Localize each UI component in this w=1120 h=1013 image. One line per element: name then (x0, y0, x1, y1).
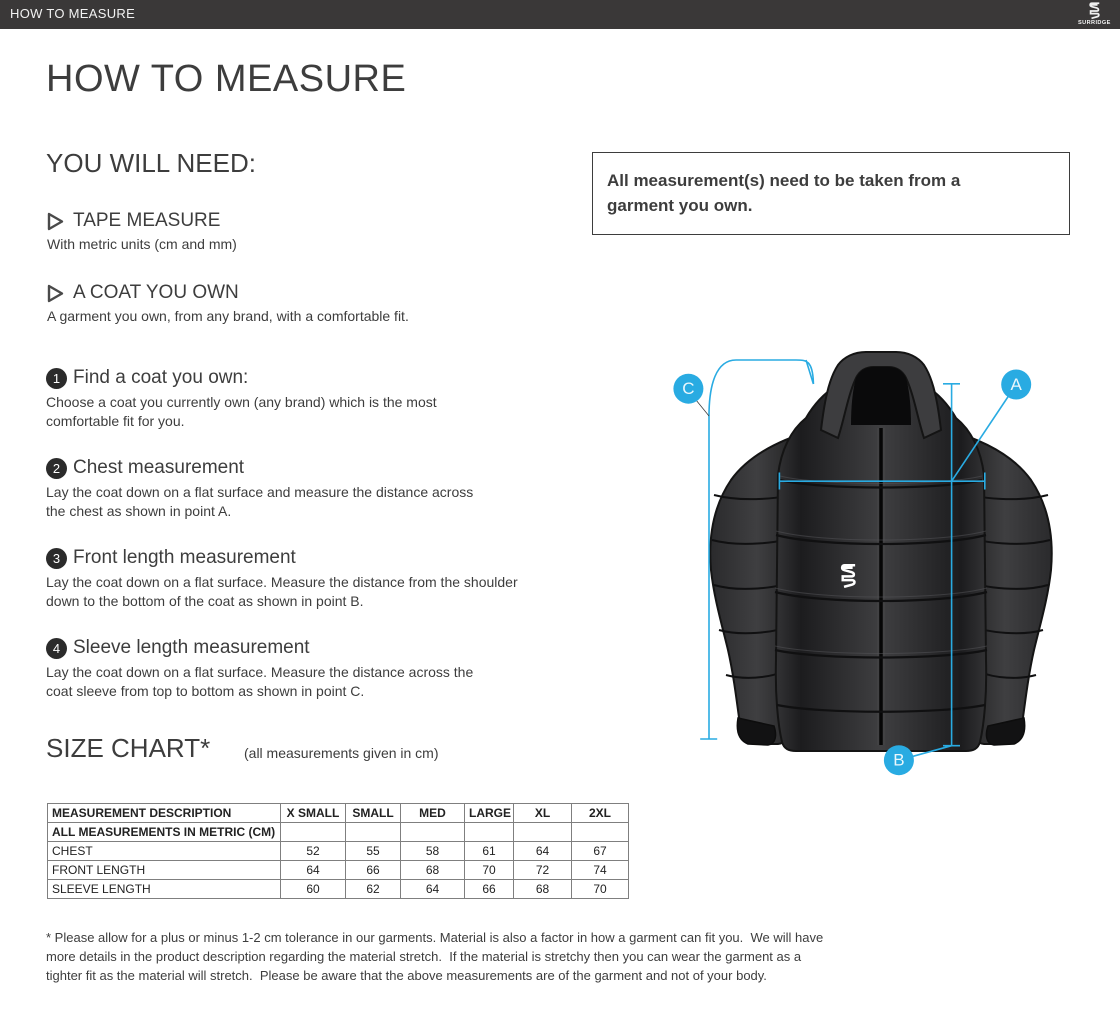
svg-text:C: C (682, 379, 694, 398)
svg-text:A: A (1011, 375, 1023, 394)
svg-text:B: B (893, 751, 904, 770)
